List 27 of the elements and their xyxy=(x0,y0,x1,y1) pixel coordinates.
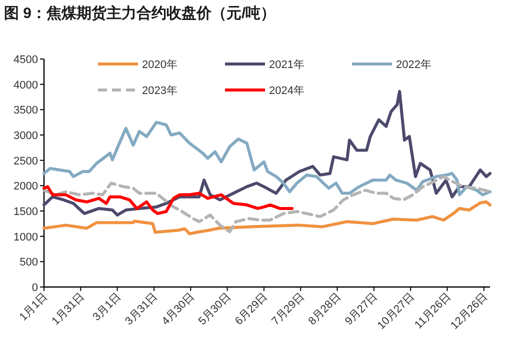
line-series xyxy=(42,120,492,196)
x-tick-label: 5月30日 xyxy=(196,290,234,328)
y-tick-label: 1500 xyxy=(14,206,38,218)
x-tick-label: 1月31日 xyxy=(50,290,87,328)
x-tick-label: 7月29日 xyxy=(270,290,307,328)
legend-label: 2021年 xyxy=(269,59,304,71)
y-tick-label: 4500 xyxy=(14,54,38,66)
line-series xyxy=(42,175,492,234)
line-series xyxy=(42,200,492,236)
x-tick-label: 4月30日 xyxy=(160,290,197,328)
x-tick-label: 6月29日 xyxy=(233,290,270,328)
chart-title: 图 9：焦煤期货主力合约收盘价（元/吨） xyxy=(4,4,276,22)
legend-label: 2022年 xyxy=(396,59,432,71)
y-tick-label: 4000 xyxy=(14,79,38,92)
legend-label: 2024年 xyxy=(269,85,304,97)
x-tick-label: 8月28日 xyxy=(306,290,344,328)
y-tick-label: 2000 xyxy=(14,180,38,193)
x-tick-label: 3月31日 xyxy=(123,290,160,328)
y-tick-label: 1000 xyxy=(14,231,38,244)
y-tick-label: 500 xyxy=(20,256,38,269)
y-tick-label: 3500 xyxy=(14,104,38,117)
x-tick-label: 3月1日 xyxy=(90,290,124,324)
legend-label: 2023年 xyxy=(142,85,178,97)
legend-label: 2020年 xyxy=(142,59,178,71)
line-series xyxy=(42,185,294,216)
y-tick-label: 3000 xyxy=(14,130,38,142)
y-tick-label: 2500 xyxy=(14,155,38,168)
